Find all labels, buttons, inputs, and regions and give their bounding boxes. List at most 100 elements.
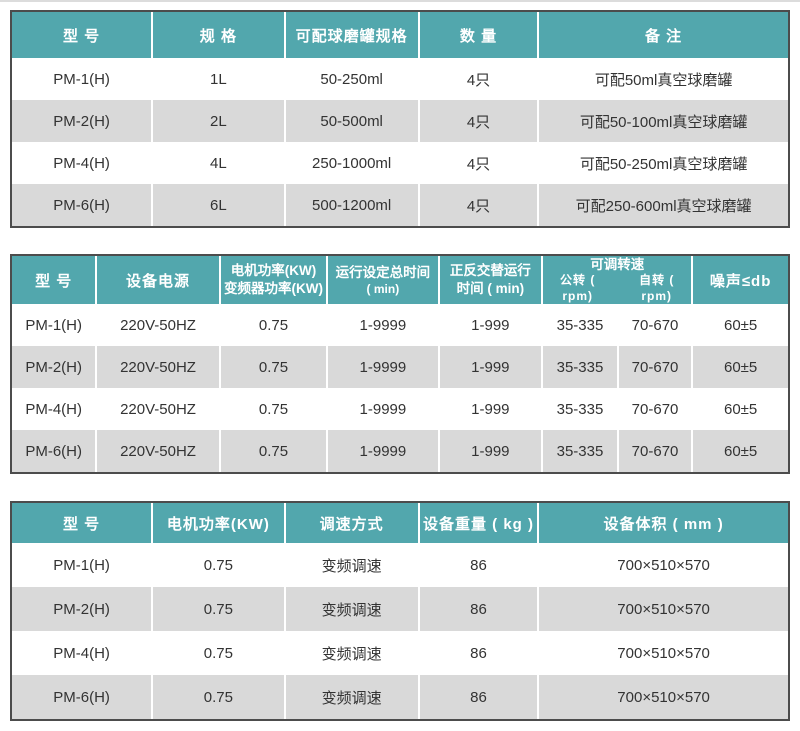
table-cell: PM-1(H) — [12, 58, 154, 100]
table-header-row: 型 号 电机功率(KW) 调速方式 设备重量 ( kg ) 设备体积 ( mm … — [12, 503, 788, 543]
table-cell: 35-335 — [543, 304, 619, 346]
header-line: 时间 ( min) — [456, 281, 525, 296]
table-cell: 1-999 — [439, 388, 544, 430]
table-cell: PM-4(H) — [12, 142, 154, 184]
header-line: 可调转速 — [590, 256, 645, 272]
header-cell-runtime: 运行设定总时间 ( min) — [328, 256, 440, 304]
performance-table: 型 号 设备电源 电机功率(KW) 变频器功率(KW) 运行设定总时间 ( mi… — [10, 254, 790, 474]
table-cell: 0.75 — [153, 675, 286, 719]
header-subline: 公转 ( rpm) 自转 ( rpm) — [543, 273, 691, 304]
physical-spec-table: 型 号 电机功率(KW) 调速方式 设备重量 ( kg ) 设备体积 ( mm … — [10, 501, 790, 721]
table-cell: 变频调速 — [285, 543, 420, 587]
table-cell: PM-6(H) — [12, 675, 154, 719]
table-row: PM-2(H) 2L 50-500ml 4只 可配50-100ml真空球磨罐 — [12, 100, 788, 142]
table-cell: PM-2(H) — [12, 587, 154, 631]
table-cell: 70-670 — [618, 304, 694, 346]
table-cell: 86 — [419, 587, 540, 631]
table-row: PM-2(H) 220V-50HZ 0.75 1-9999 1-999 35-3… — [12, 346, 788, 388]
table-cell: 700×510×570 — [539, 543, 788, 587]
header-cell-speed-mode: 调速方式 — [285, 503, 420, 543]
page-top-edge — [0, 0, 800, 2]
table-cell: 220V-50HZ — [97, 430, 221, 472]
header-line: 电机功率(KW) — [230, 263, 317, 279]
table-cell: 2L — [153, 100, 286, 142]
header-cell-quantity: 数 量 — [419, 12, 540, 58]
table-row: PM-6(H) 6L 500-1200ml 4只 可配250-600ml真空球磨… — [12, 184, 788, 226]
header-cell-volume: 设备体积 ( mm ) — [539, 503, 788, 543]
table-cell: 86 — [419, 631, 540, 675]
table-cell: 可配250-600ml真空球磨罐 — [539, 184, 788, 226]
table-cell: 70-670 — [618, 388, 694, 430]
table-row: PM-4(H) 0.75 变频调速 86 700×510×570 — [12, 631, 788, 675]
table-cell: 1-9999 — [328, 388, 440, 430]
table-cell: 0.75 — [220, 346, 329, 388]
table-cell: 220V-50HZ — [97, 346, 221, 388]
table-row: PM-4(H) 4L 250-1000ml 4只 可配50-250ml真空球磨罐 — [12, 142, 788, 184]
table-row: PM-6(H) 0.75 变频调速 86 700×510×570 — [12, 675, 788, 719]
header-cell-weight: 设备重量 ( kg ) — [419, 503, 540, 543]
table-cell: 1-999 — [439, 304, 544, 346]
table-cell: 1-9999 — [328, 430, 440, 472]
table-cell: 0.75 — [153, 543, 286, 587]
header-cell-model: 型 号 — [12, 256, 98, 304]
table-cell: 0.75 — [153, 631, 286, 675]
table-cell: 0.75 — [153, 587, 286, 631]
table-cell: 可配50ml真空球磨罐 — [539, 58, 788, 100]
header-cell-noise: 噪声≤db — [693, 256, 788, 304]
table-cell: PM-6(H) — [12, 184, 154, 226]
table-header-row: 型 号 设备电源 电机功率(KW) 变频器功率(KW) 运行设定总时间 ( mi… — [12, 256, 788, 304]
table-cell: 可配50-250ml真空球磨罐 — [539, 142, 788, 184]
table-cell: PM-4(H) — [12, 388, 98, 430]
table-cell: 35-335 — [543, 430, 619, 472]
table-cell: 4只 — [419, 58, 540, 100]
table-cell: PM-1(H) — [12, 543, 154, 587]
header-cell-alternate-run: 正反交替运行 时间 ( min) — [439, 256, 544, 304]
table-cell: 1-999 — [439, 430, 544, 472]
table-cell: 4只 — [419, 100, 540, 142]
table-cell: 86 — [419, 675, 540, 719]
table-cell: 86 — [419, 543, 540, 587]
table-cell: 4L — [153, 142, 286, 184]
table-cell: 0.75 — [220, 304, 329, 346]
header-cell-model: 型 号 — [12, 503, 154, 543]
table-row: PM-6(H) 220V-50HZ 0.75 1-9999 1-999 35-3… — [12, 430, 788, 472]
table-cell: 35-335 — [543, 388, 619, 430]
table-row: PM-1(H) 220V-50HZ 0.75 1-9999 1-999 35-3… — [12, 304, 788, 346]
table-cell: 50-250ml — [285, 58, 420, 100]
table-cell: 700×510×570 — [539, 631, 788, 675]
table-cell: 1-999 — [439, 346, 544, 388]
jar-spec-table: 型 号 规 格 可配球磨罐规格 数 量 备 注 PM-1(H) 1L 50-25… — [10, 10, 790, 228]
table-cell: PM-4(H) — [12, 631, 154, 675]
table-cell: 220V-50HZ — [97, 304, 221, 346]
header-line: 变频器功率(KW) — [223, 281, 323, 296]
table-cell: 60±5 — [693, 388, 788, 430]
table-cell: 1-9999 — [328, 346, 440, 388]
table-cell: 1-9999 — [328, 304, 440, 346]
table-cell: 0.75 — [220, 430, 329, 472]
header-cell-motor-power: 电机功率(KW) — [153, 503, 286, 543]
table-cell: 4只 — [419, 184, 540, 226]
table-cell: 变频调速 — [285, 675, 420, 719]
table-cell: PM-2(H) — [12, 346, 98, 388]
table-cell: PM-2(H) — [12, 100, 154, 142]
table-cell: 70-670 — [618, 430, 694, 472]
table-row: PM-2(H) 0.75 变频调速 86 700×510×570 — [12, 587, 788, 631]
table-cell: 0.75 — [220, 388, 329, 430]
table-cell: 6L — [153, 184, 286, 226]
table-cell: 60±5 — [693, 304, 788, 346]
header-cell-speed-group: 可调转速 公转 ( rpm) 自转 ( rpm) — [543, 256, 694, 304]
table-cell: 变频调速 — [285, 587, 420, 631]
table-cell: 70-670 — [618, 346, 694, 388]
table-cell: PM-1(H) — [12, 304, 98, 346]
table-row: PM-1(H) 0.75 变频调速 86 700×510×570 — [12, 543, 788, 587]
header-cell-jar-spec: 可配球磨罐规格 — [285, 12, 420, 58]
header-cell-model: 型 号 — [12, 12, 154, 58]
table-cell: 4只 — [419, 142, 540, 184]
header-cell-power-supply: 设备电源 — [97, 256, 221, 304]
header-cell-motor-power: 电机功率(KW) 变频器功率(KW) — [220, 256, 329, 304]
table-cell: 50-500ml — [285, 100, 420, 142]
header-line: 公转 ( rpm) — [560, 273, 596, 303]
table-row: PM-4(H) 220V-50HZ 0.75 1-9999 1-999 35-3… — [12, 388, 788, 430]
header-cell-size: 规 格 — [153, 12, 286, 58]
